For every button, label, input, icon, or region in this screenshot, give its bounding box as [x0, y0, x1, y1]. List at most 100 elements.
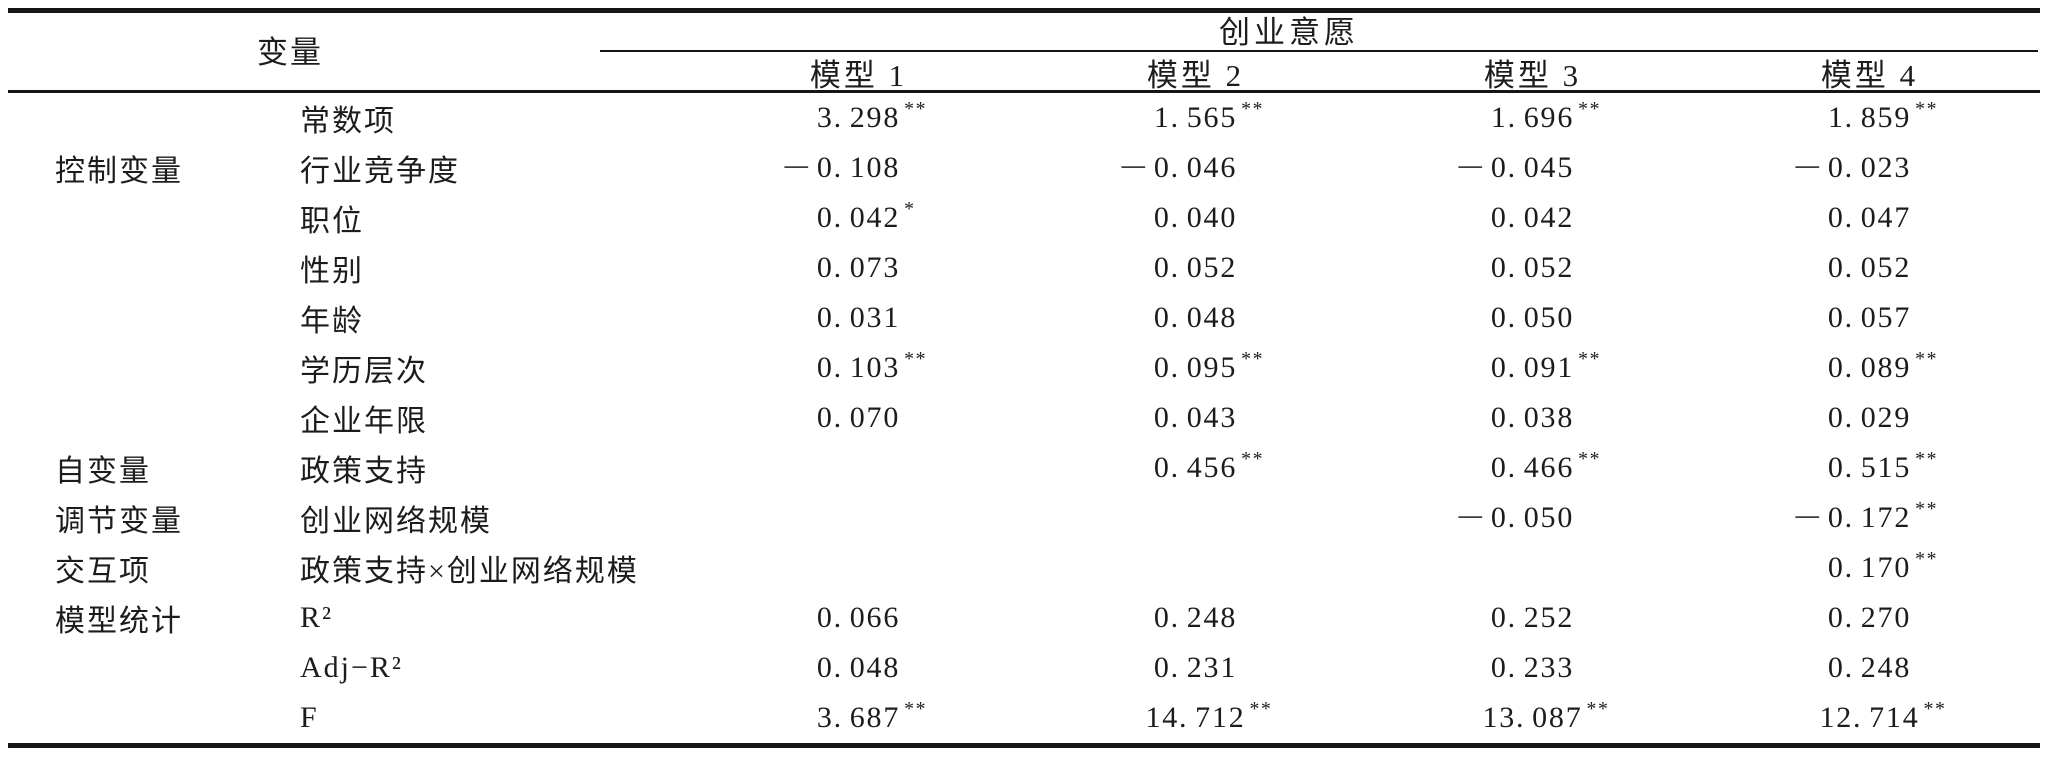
value-cell: 0. 043: [1027, 393, 1364, 443]
minus-sign: −: [781, 151, 814, 184]
coefficient-value: 0. 066: [816, 601, 901, 634]
value-cell: 0. 066: [690, 593, 1027, 643]
coefficient-value: 0. 057: [1827, 301, 1912, 334]
value-cell: 0. 048: [690, 643, 1027, 693]
coefficient-value: 0. 466 **: [1490, 448, 1602, 484]
value-cell: 12. 714 **: [1701, 693, 2038, 743]
coefficient-value: 0. 048: [1153, 301, 1238, 334]
coefficient-value: 0. 103 **: [816, 348, 928, 384]
significance-stars: **: [1241, 98, 1265, 121]
coefficient-value: 0. 248: [1827, 651, 1912, 684]
model-2-header: 模型 2: [1146, 58, 1245, 93]
minus-sign: −: [1455, 501, 1488, 534]
category-cell: [10, 643, 300, 693]
value-cell: 0. 042: [1364, 193, 1701, 243]
value-cell: 0. 046−: [1027, 143, 1364, 193]
model-4-header: 模型 4: [1820, 58, 1919, 93]
value-cell: 0. 070: [690, 393, 1027, 443]
variable-cell: Adj−R²: [300, 651, 403, 684]
coefficient-value: 0. 046−: [1118, 151, 1238, 184]
value-cell: 0. 095 **: [1027, 343, 1364, 393]
value-cell: 0. 091 **: [1364, 343, 1701, 393]
variable-cell: 年龄: [300, 305, 364, 338]
value-cell: 1. 565 **: [1027, 93, 1364, 143]
significance-stars: **: [1578, 348, 1602, 371]
coefficient-value: 0. 270: [1827, 601, 1912, 634]
coefficient-value: 0. 070: [816, 401, 901, 434]
value-cell: 0. 456 **: [1027, 443, 1364, 493]
coefficient-value: 0. 023−: [1792, 151, 1912, 184]
significance-stars: **: [1578, 448, 1602, 471]
category-cell: [10, 193, 300, 243]
value-cell: 1. 696 **: [1364, 93, 1701, 143]
significance-stars: **: [1915, 448, 1939, 471]
value-cell: 0. 103 **: [690, 343, 1027, 393]
value-cell: [690, 443, 1027, 493]
coefficient-value: 0. 091 **: [1490, 348, 1602, 384]
significance-stars: **: [1915, 98, 1939, 121]
coefficient-value: 0. 029: [1827, 401, 1912, 434]
value-cell: 0. 048: [1027, 293, 1364, 343]
value-cell: 13. 087 **: [1364, 693, 1701, 743]
category-cell: 自变量: [55, 455, 151, 488]
coefficient-value: 3. 298 **: [816, 98, 928, 134]
category-cell: 调节变量: [55, 505, 183, 538]
value-cell: 3. 298 **: [690, 93, 1027, 143]
coefficient-value: 0. 050−: [1455, 501, 1575, 534]
category-cell: [10, 293, 300, 343]
value-cell: 14. 712 **: [1027, 693, 1364, 743]
variable-column-header: 变量: [257, 34, 323, 70]
significance-stars: **: [1241, 348, 1265, 371]
variable-cell: F: [300, 701, 319, 734]
value-cell: 0. 040: [1027, 193, 1364, 243]
significance-stars: **: [1915, 348, 1939, 371]
variable-cell: 性别: [300, 255, 364, 288]
coefficient-value: 1. 859 **: [1827, 98, 1939, 134]
value-cell: [1364, 543, 1701, 593]
variable-cell: R²: [300, 601, 334, 634]
category-cell: [10, 343, 300, 393]
table-body: 常数项 3. 298 ** 1. 565 ** 1. 696 ** 1. 859 ** 控制变量 行…: [10, 93, 2038, 743]
table-header: 变量 创业意愿 模型 1 模型 2 模型 3 模型 4: [10, 8, 2038, 94]
significance-stars: **: [904, 348, 928, 371]
category-cell: [10, 693, 300, 743]
value-cell: 0. 089 **: [1701, 343, 2038, 393]
span-header-rule: [600, 50, 2038, 52]
value-cell: 0. 073: [690, 243, 1027, 293]
variable-cell: 职位: [300, 205, 364, 238]
value-cell: 0. 248: [1027, 593, 1364, 643]
minus-sign: −: [1455, 151, 1488, 184]
model-1-header: 模型 1: [809, 58, 908, 93]
value-cell: 0. 515 **: [1701, 443, 2038, 493]
significance-stars: **: [1586, 698, 1610, 721]
minus-sign: −: [1792, 501, 1825, 534]
coefficient-value: 0. 233: [1490, 651, 1575, 684]
value-cell: 0. 466 **: [1364, 443, 1701, 493]
coefficient-value: 0. 038: [1490, 401, 1575, 434]
coefficient-value: 0. 052: [1490, 251, 1575, 284]
value-cell: 0. 052: [1701, 243, 2038, 293]
value-cell: 0. 042 *: [690, 193, 1027, 243]
models-header-group: 创业意愿 模型 1 模型 2 模型 3 模型 4: [690, 8, 2038, 94]
span-header: 创业意愿: [1219, 14, 1359, 50]
coefficient-value: 0. 042: [1490, 201, 1575, 234]
variable-cell: 行业竞争度: [300, 155, 460, 188]
value-cell: 1. 859 **: [1701, 93, 2038, 143]
coefficient-value: 12. 714 **: [1819, 698, 1947, 734]
coefficient-value: 0. 515 **: [1827, 448, 1939, 484]
bottom-rule: [8, 743, 2040, 748]
significance-stars: **: [904, 698, 928, 721]
variable-cell: 学历层次: [300, 355, 428, 388]
coefficient-value: 0. 252: [1490, 601, 1575, 634]
coefficient-value: 0. 231: [1153, 651, 1238, 684]
value-cell: 0. 038: [1364, 393, 1701, 443]
category-cell: 交互项: [55, 555, 151, 588]
value-cell: 0. 252: [1364, 593, 1701, 643]
coefficient-value: 0. 052: [1827, 251, 1912, 284]
coefficient-value: 14. 712 **: [1145, 698, 1273, 734]
value-cell: 0. 052: [1364, 243, 1701, 293]
model-headers-row: 模型 1 模型 2 模型 3 模型 4: [690, 50, 2038, 95]
coefficient-value: 0. 042 *: [816, 198, 916, 234]
significance-stars: **: [1241, 448, 1265, 471]
